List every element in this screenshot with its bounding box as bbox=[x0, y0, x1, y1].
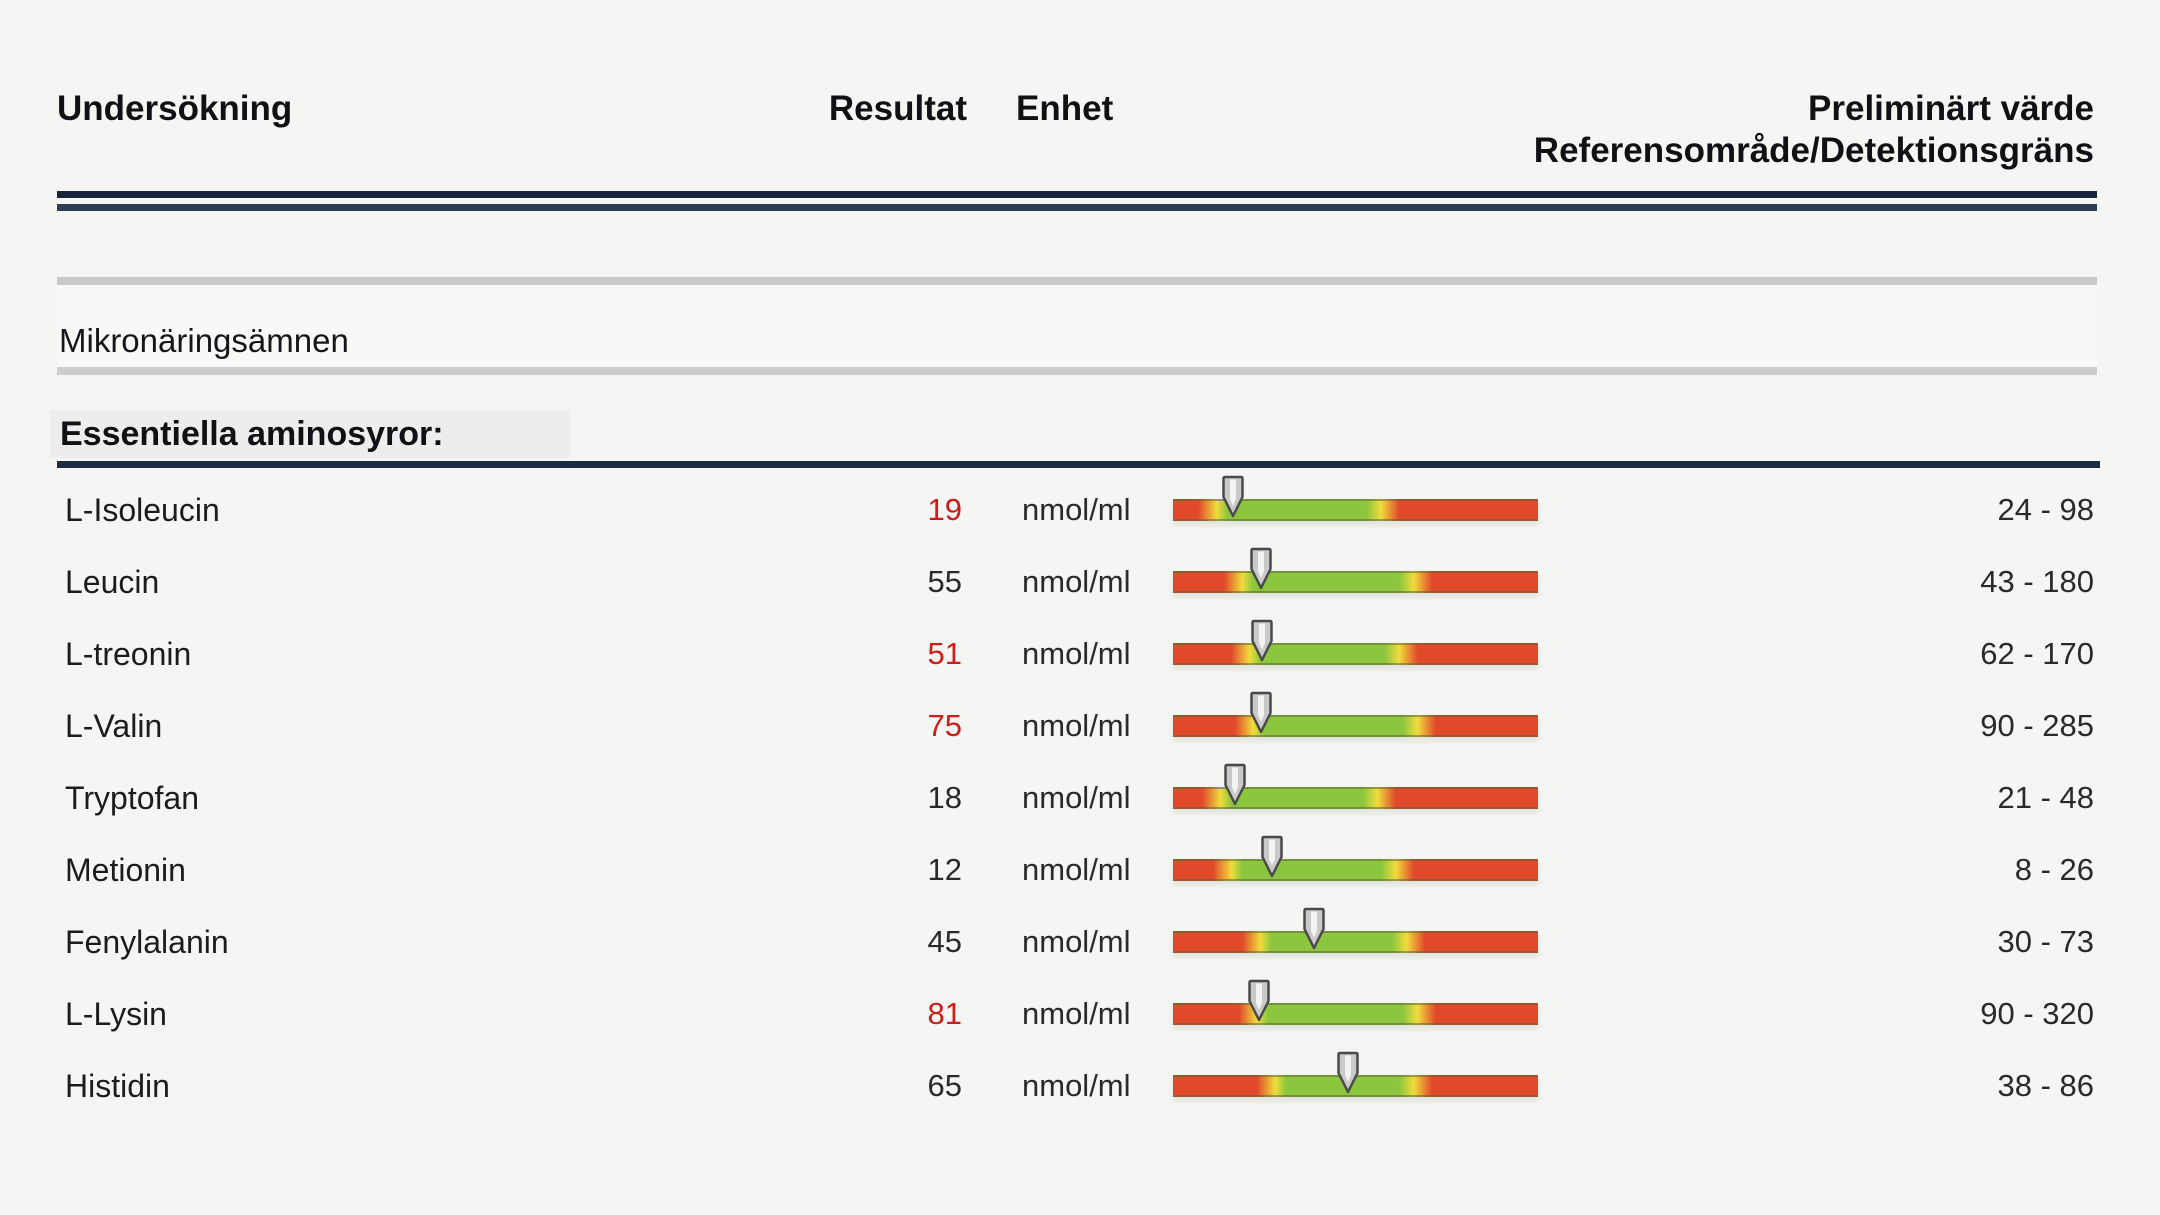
gauge-bar bbox=[1173, 691, 1538, 737]
unit-label: nmol/ml bbox=[1022, 924, 1131, 959]
table-row: Histidin 65 nmol/ml 38 - 86 bbox=[0, 1050, 2160, 1122]
gauge-bar bbox=[1173, 1051, 1538, 1097]
reference-range: 24 - 98 bbox=[1997, 492, 2094, 527]
gauge-marker-icon bbox=[1302, 907, 1325, 950]
unit-label: nmol/ml bbox=[1022, 564, 1131, 599]
result-value: 81 bbox=[927, 996, 962, 1031]
group-heading-title: Essentiella aminosyror: bbox=[60, 414, 444, 453]
reference-range: 38 - 86 bbox=[1997, 1068, 2094, 1103]
category-band: Mikronäringsämnen bbox=[57, 277, 2097, 375]
unit-label: nmol/ml bbox=[1022, 1068, 1131, 1103]
gauge-marker-icon bbox=[1224, 763, 1246, 806]
analyte-name: L-Valin bbox=[65, 707, 163, 744]
gauge-bar bbox=[1173, 979, 1538, 1025]
gauge-bar bbox=[1173, 907, 1538, 953]
table-row: L-Lysin 81 nmol/ml 90 - 320 bbox=[0, 978, 2160, 1050]
unit-label: nmol/ml bbox=[1022, 636, 1131, 671]
analyte-name: Metionin bbox=[65, 851, 186, 888]
gauge-marker-icon bbox=[1249, 547, 1272, 590]
result-value: 65 bbox=[927, 1068, 962, 1103]
column-header-investigation: Undersökning bbox=[57, 89, 293, 128]
result-value: 19 bbox=[927, 492, 962, 527]
column-header-preliminary-value: Preliminärt värde bbox=[1808, 89, 2094, 128]
header-rule-top bbox=[57, 191, 2097, 198]
gauge-marker-icon bbox=[1248, 979, 1270, 1022]
column-header-unit: Enhet bbox=[1016, 89, 1114, 128]
table-row: L-treonin 51 nmol/ml 62 - 170 bbox=[0, 618, 2160, 690]
column-header-result: Resultat bbox=[828, 89, 967, 128]
table-row: Tryptofan 18 nmol/ml 21 - 48 bbox=[0, 762, 2160, 834]
result-value: 45 bbox=[927, 924, 962, 959]
unit-label: nmol/ml bbox=[1022, 996, 1131, 1031]
reference-range: 21 - 48 bbox=[1997, 780, 2094, 815]
analyte-name: L-Isoleucin bbox=[65, 491, 220, 528]
analyte-name: Histidin bbox=[65, 1067, 170, 1104]
unit-label: nmol/ml bbox=[1022, 780, 1131, 815]
table-row: Leucin 55 nmol/ml 43 - 180 bbox=[0, 546, 2160, 618]
reference-range: 62 - 170 bbox=[1980, 636, 2094, 671]
reference-range: 90 - 320 bbox=[1980, 996, 2094, 1031]
results-table-body: L-Isoleucin 19 nmol/ml 24 - 98 Leucin 55… bbox=[0, 474, 2160, 1122]
result-value: 55 bbox=[927, 564, 962, 599]
table-row: L-Isoleucin 19 nmol/ml 24 - 98 bbox=[0, 474, 2160, 546]
analyte-name: Fenylalanin bbox=[65, 923, 229, 960]
group-heading-box: Essentiella aminosyror: bbox=[50, 410, 570, 458]
gauge-bar bbox=[1173, 763, 1538, 809]
gauge-bar bbox=[1173, 547, 1538, 593]
result-value: 51 bbox=[927, 636, 962, 671]
gauge-bar bbox=[1173, 619, 1538, 665]
table-row: Fenylalanin 45 nmol/ml 30 - 73 bbox=[0, 906, 2160, 978]
category-title: Mikronäringsämnen bbox=[59, 322, 349, 359]
gauge-marker-icon bbox=[1222, 475, 1244, 518]
group-heading-rule bbox=[57, 461, 2100, 468]
result-value: 75 bbox=[927, 708, 962, 743]
unit-label: nmol/ml bbox=[1022, 492, 1131, 527]
table-row: Metionin 12 nmol/ml 8 - 26 bbox=[0, 834, 2160, 906]
table-row: L-Valin 75 nmol/ml 90 - 285 bbox=[0, 690, 2160, 762]
analyte-name: L-treonin bbox=[65, 635, 192, 672]
analyte-name: Leucin bbox=[65, 563, 160, 600]
gauge-marker-icon bbox=[1260, 835, 1283, 878]
reference-range: 90 - 285 bbox=[1980, 708, 2094, 743]
gauge-marker-icon bbox=[1251, 619, 1274, 662]
column-header-reference-range: Referensområde/Detektionsgräns bbox=[1533, 131, 2094, 170]
header-rule-bottom bbox=[57, 204, 2097, 211]
result-value: 12 bbox=[927, 852, 962, 887]
result-value: 18 bbox=[927, 780, 962, 815]
gauge-bar bbox=[1173, 835, 1538, 881]
gauge-bar bbox=[1173, 475, 1538, 521]
gauge-marker-icon bbox=[1337, 1051, 1359, 1094]
reference-range: 8 - 26 bbox=[2014, 852, 2094, 887]
unit-label: nmol/ml bbox=[1022, 708, 1131, 743]
reference-range: 43 - 180 bbox=[1980, 564, 2094, 599]
analyte-name: L-Lysin bbox=[65, 995, 167, 1032]
analyte-name: Tryptofan bbox=[65, 779, 199, 816]
gauge-marker-icon bbox=[1249, 691, 1272, 734]
reference-range: 30 - 73 bbox=[1997, 924, 2094, 959]
unit-label: nmol/ml bbox=[1022, 852, 1131, 887]
